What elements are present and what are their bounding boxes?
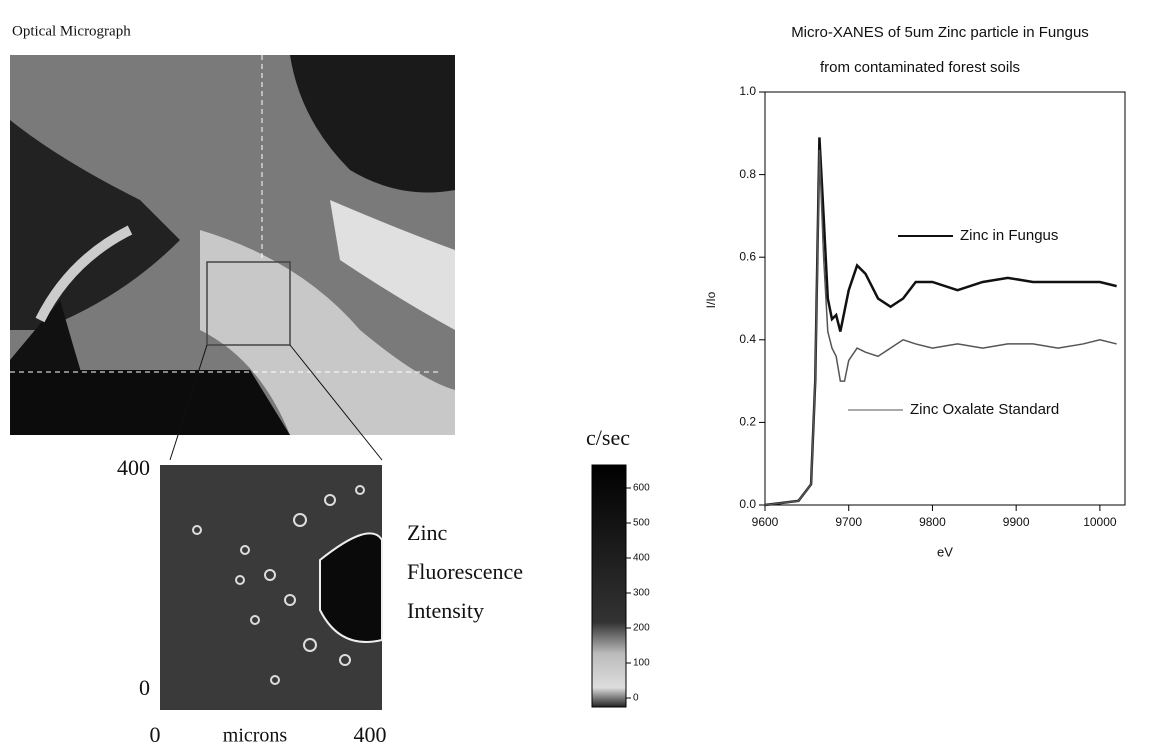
map-label: Fluorescence	[407, 559, 523, 584]
map-x-tick-label: 400	[354, 722, 387, 747]
fluorescence-map-image	[160, 465, 383, 710]
colorbar-tick-label: 0	[633, 693, 639, 704]
map-label: Intensity	[407, 598, 484, 623]
colorbar-tick-label: 500	[633, 518, 650, 529]
y-axis-label: I/Io	[704, 291, 718, 308]
data-line	[764, 137, 1117, 507]
y-tick-label: 0.0	[739, 497, 756, 511]
chart-title: Micro-XANES of 5um Zinc particle in Fung…	[791, 24, 1089, 41]
colorbar-tick-label: 200	[633, 623, 650, 634]
y-tick-label: 0.2	[739, 415, 756, 429]
x-tick-label: 9900	[1003, 515, 1030, 529]
y-tick-label: 1.0	[739, 84, 756, 98]
y-tick-label: 0.6	[739, 249, 756, 263]
x-tick-label: 9600	[752, 515, 779, 529]
x-tick-label: 9700	[835, 515, 862, 529]
colorbar-tick-label: 600	[633, 483, 650, 494]
map-x-label: microns	[223, 725, 288, 747]
micrograph-image	[10, 55, 455, 461]
colorbar-title: c/sec	[586, 425, 630, 450]
colorbar	[591, 464, 627, 708]
map-y-tick-label: 0	[139, 675, 150, 700]
x-tick-label: 9800	[919, 515, 946, 529]
map-y-tick-label: 400	[117, 455, 150, 480]
y-tick-label: 0.8	[739, 167, 756, 181]
y-tick-label: 0.4	[739, 332, 756, 346]
legend-label: Zinc Oxalate Standard	[910, 401, 1059, 418]
micrograph-title: Optical Micrograph	[12, 23, 131, 39]
legend-label: Zinc in Fungus	[960, 227, 1058, 244]
map-x-tick-label: 0	[150, 722, 161, 747]
x-tick-label: 10000	[1083, 515, 1117, 529]
plot-frame	[764, 91, 1126, 506]
colorbar-tick-label: 400	[633, 553, 650, 564]
colorbar-tick-label: 300	[633, 588, 650, 599]
colorbar-tick-label: 100	[633, 658, 650, 669]
map-label: Zinc	[407, 520, 448, 545]
data-line	[764, 149, 1117, 506]
x-axis-label: eV	[937, 544, 953, 559]
chart-subtitle: from contaminated forest soils	[820, 59, 1020, 76]
